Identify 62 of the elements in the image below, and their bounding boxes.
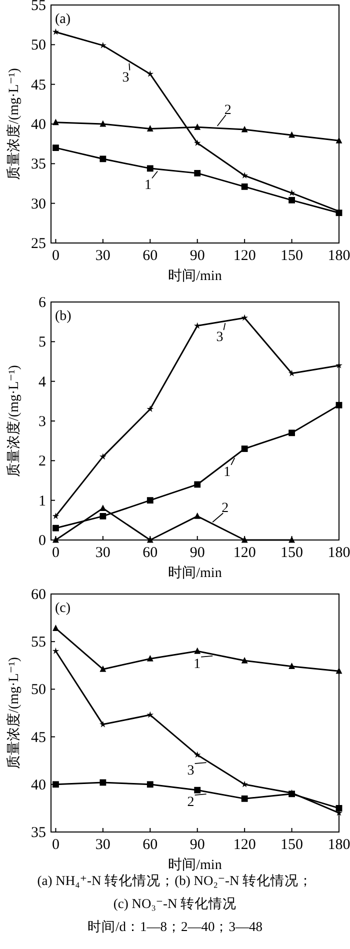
x-tick-label: 60 [142, 837, 158, 853]
y-axis-title: 质量浓度/(mg·L⁻¹) [6, 656, 22, 769]
y-tick-label: 40 [31, 117, 46, 133]
x-tick-label: 150 [280, 248, 304, 264]
x-tick-label: 30 [95, 545, 110, 561]
x-tick-label: 30 [95, 837, 110, 853]
annotation: 1 [194, 656, 201, 672]
y-tick-label: 40 [31, 777, 46, 794]
y-tick-label: 3 [38, 414, 46, 430]
y-tick-label: 50 [31, 38, 46, 54]
y-axis-title: 质量浓度/(mg·L⁻¹) [6, 68, 22, 180]
y-tick-label: 35 [31, 825, 46, 841]
x-tick-label: 0 [52, 837, 60, 853]
y-tick-label: 6 [38, 295, 46, 311]
x-tick-label: 120 [233, 837, 256, 853]
x-tick-label: 60 [142, 248, 158, 264]
y-tick-label: 4 [38, 374, 46, 390]
y-tick-label: 55 [31, 634, 46, 651]
y-tick-label: 1 [38, 493, 46, 510]
x-tick-label: 90 [190, 248, 205, 264]
x-tick-label: 120 [233, 545, 256, 561]
annotation: 3 [122, 70, 130, 86]
x-axis-title: 时间/min [168, 268, 222, 284]
x-tick-label: 180 [328, 837, 350, 853]
y-tick-label: 25 [31, 236, 46, 252]
x-axis-title: 时间/min [168, 565, 222, 581]
annotation: 3 [187, 764, 194, 779]
text: (c) NO₃⁻-N 转化情况 [113, 896, 237, 911]
x-tick-label: 120 [233, 248, 256, 264]
y-tick-label: 45 [31, 77, 46, 94]
annotation: 1 [144, 178, 152, 194]
y-axis-title: 质量浓度/(mg·L⁻¹) [6, 364, 22, 477]
y-tick-label: 5 [38, 334, 46, 351]
x-tick-label: 60 [142, 545, 158, 561]
x-axis-title: 时间/min [168, 857, 222, 873]
x-tick-label: 180 [328, 545, 350, 561]
y-tick-label: 55 [31, 0, 46, 14]
y-tick-label: 50 [31, 682, 46, 698]
annotation: 2 [224, 102, 232, 118]
text: (a) [55, 12, 71, 27]
annotation: 1 [224, 464, 231, 480]
y-tick-label: 60 [31, 587, 46, 603]
y-tick-label: 45 [31, 730, 46, 746]
annotation: 3 [216, 330, 224, 346]
x-tick-label: 0 [52, 248, 60, 264]
annotation: 2 [222, 501, 229, 516]
x-tick-label: 0 [52, 545, 60, 561]
y-tick-label: 2 [38, 454, 46, 470]
x-tick-label: 150 [280, 837, 304, 853]
annotation: 2 [187, 795, 194, 810]
x-tick-label: 150 [280, 545, 304, 561]
y-tick-label: 35 [31, 156, 46, 173]
text: 时间/d：1—8；2—40；3—48 [87, 919, 263, 934]
text: (a) NH₄⁺-N 转化情况；(b) NO₂⁻-N 转化情况； [37, 873, 313, 888]
x-tick-label: 90 [190, 837, 205, 853]
x-tick-label: 180 [328, 248, 350, 264]
text: (b) [55, 309, 72, 324]
y-tick-label: 30 [31, 196, 46, 212]
text: (c) [55, 601, 71, 616]
x-tick-label: 90 [190, 545, 205, 561]
y-tick-label: 0 [38, 533, 46, 549]
x-tick-label: 30 [95, 248, 110, 264]
